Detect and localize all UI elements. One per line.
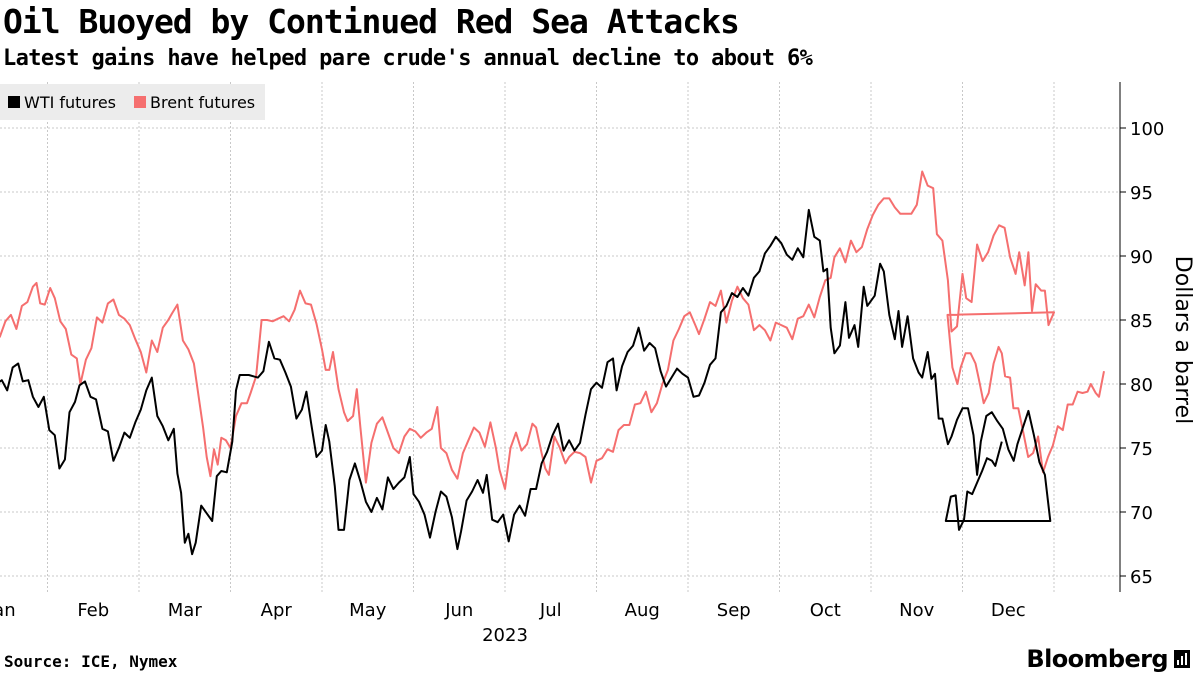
bloomberg-logo: Bloomberg <box>1026 645 1190 673</box>
wti-series-line <box>0 208 1052 556</box>
y-tick-label: 65 <box>1130 567 1153 588</box>
x-tick-label: Apr <box>261 600 293 621</box>
x-tick-label: Sep <box>717 600 751 621</box>
y-tick-label: 70 <box>1130 503 1153 524</box>
legend-label-brent: Brent futures <box>150 92 256 112</box>
bloomberg-terminal-icon <box>1174 650 1190 668</box>
chart-title: Oil Buoyed by Continued Red Sea Attacks <box>3 2 740 41</box>
x-tick-label: Nov <box>899 600 934 621</box>
series-lines <box>0 170 1105 556</box>
y-tick-label: 80 <box>1130 375 1153 396</box>
legend-swatch-wti <box>8 96 20 108</box>
y-tick-label: 100 <box>1130 119 1164 140</box>
chart-subtitle: Latest gains have helped pare crude's an… <box>3 46 813 71</box>
x-tick-label: May <box>349 600 387 621</box>
legend-item-wti: WTI futures <box>8 93 116 112</box>
brent-series-line <box>0 170 1105 490</box>
x-axis-label: 2023 <box>482 625 528 646</box>
y-axis-label: Dollars a barrel <box>1170 256 1195 424</box>
y-tick-label: 95 <box>1130 183 1153 204</box>
x-tick-label: Feb <box>77 600 109 621</box>
brand-wordmark: Bloomberg <box>1026 645 1168 673</box>
x-tick-label: Oct <box>810 600 841 621</box>
y-tick-label: 75 <box>1130 439 1153 460</box>
y-tick-label: 90 <box>1130 247 1153 268</box>
x-tick-label: Dec <box>991 600 1026 621</box>
gridlines <box>0 82 1120 592</box>
x-tick-label: Jan <box>0 600 16 621</box>
legend: WTI futures Brent futures <box>0 84 266 120</box>
axes: 65 70 75 80 85 90 95 100 Jan Feb Mar Apr May Jun Jul Au… <box>0 82 1195 646</box>
legend-item-brent: Brent futures <box>134 93 255 112</box>
x-tick-label: Aug <box>625 600 660 621</box>
x-tick-label: Mar <box>168 600 203 621</box>
y-tick-label: 85 <box>1130 311 1153 332</box>
x-tick-label: Jul <box>539 600 562 621</box>
x-tick-label: Jun <box>444 600 473 621</box>
source-note: Source: ICE, Nymex <box>4 652 178 671</box>
legend-swatch-brent <box>134 96 146 108</box>
legend-label-wti: WTI futures <box>24 92 116 112</box>
